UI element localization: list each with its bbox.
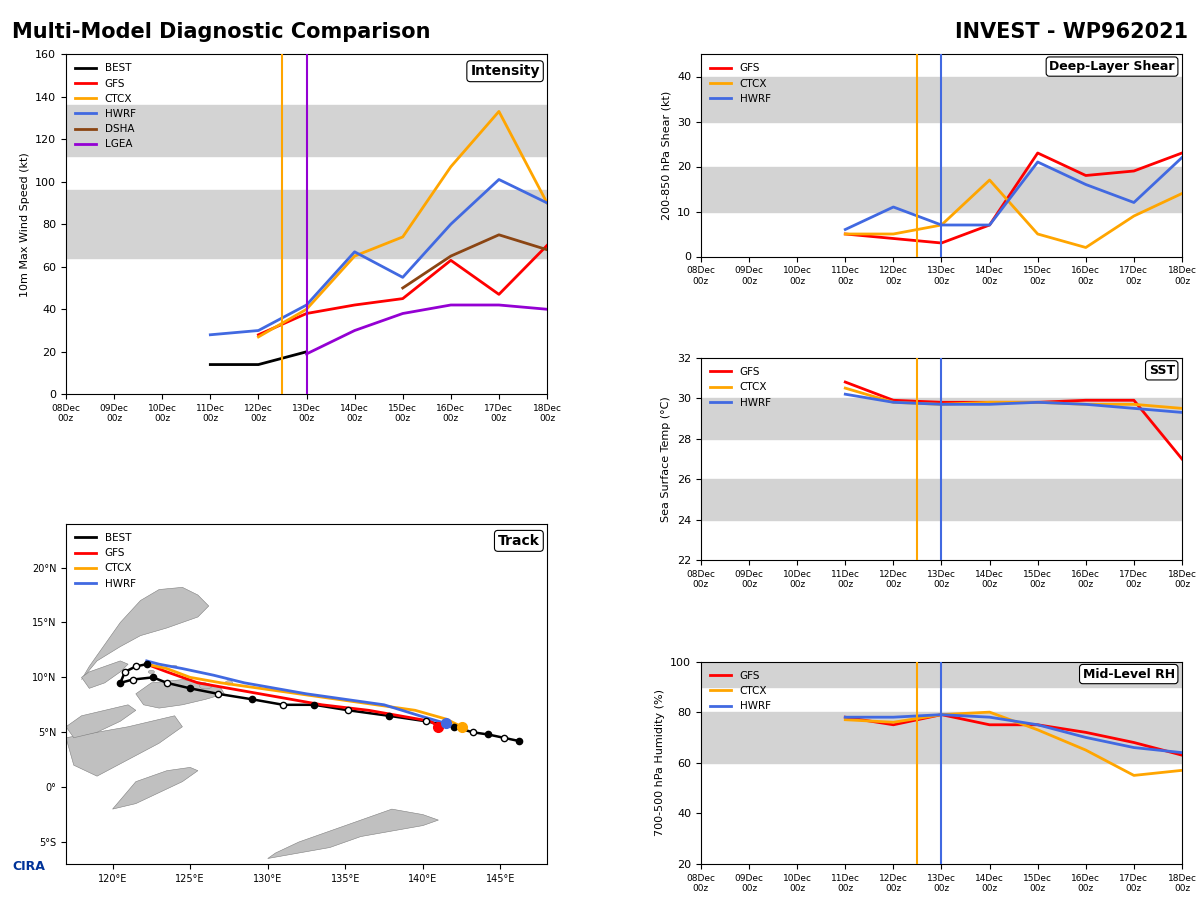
Bar bbox=[701, 76, 1182, 122]
Bar bbox=[701, 662, 1182, 687]
Polygon shape bbox=[82, 588, 209, 680]
Ellipse shape bbox=[173, 665, 176, 668]
Legend: GFS, CTCX, HWRF: GFS, CTCX, HWRF bbox=[706, 363, 775, 411]
Text: Intensity: Intensity bbox=[470, 64, 540, 78]
Text: Mid-Level RH: Mid-Level RH bbox=[1082, 668, 1175, 680]
Bar bbox=[701, 166, 1182, 212]
Ellipse shape bbox=[149, 670, 155, 673]
Polygon shape bbox=[113, 768, 198, 809]
Legend: BEST, GFS, CTCX, HWRF, DSHA, LGEA: BEST, GFS, CTCX, HWRF, DSHA, LGEA bbox=[71, 59, 139, 154]
Polygon shape bbox=[66, 716, 182, 776]
Text: Track: Track bbox=[498, 534, 540, 548]
Bar bbox=[701, 712, 1182, 763]
Y-axis label: 700-500 hPa Humidity (%): 700-500 hPa Humidity (%) bbox=[655, 689, 665, 836]
Polygon shape bbox=[66, 705, 136, 738]
Text: INVEST - WP962021: INVEST - WP962021 bbox=[955, 22, 1188, 42]
Text: CIRA: CIRA bbox=[12, 860, 44, 873]
Polygon shape bbox=[268, 809, 438, 859]
Ellipse shape bbox=[226, 680, 233, 685]
Text: Multi-Model Diagnostic Comparison: Multi-Model Diagnostic Comparison bbox=[12, 22, 431, 42]
Bar bbox=[701, 480, 1182, 520]
Text: SST: SST bbox=[1148, 364, 1175, 377]
Y-axis label: 200-850 hPa Shear (kt): 200-850 hPa Shear (kt) bbox=[661, 91, 672, 220]
Legend: GFS, CTCX, HWRF: GFS, CTCX, HWRF bbox=[706, 59, 775, 108]
Y-axis label: 10m Max Wind Speed (kt): 10m Max Wind Speed (kt) bbox=[19, 152, 30, 296]
Legend: BEST, GFS, CTCX, HWRF: BEST, GFS, CTCX, HWRF bbox=[71, 529, 139, 593]
Legend: GFS, CTCX, HWRF: GFS, CTCX, HWRF bbox=[706, 667, 775, 716]
Text: Deep-Layer Shear: Deep-Layer Shear bbox=[1049, 60, 1175, 73]
Ellipse shape bbox=[199, 683, 212, 688]
Y-axis label: Sea Surface Temp (°C): Sea Surface Temp (°C) bbox=[661, 396, 672, 522]
Bar bbox=[66, 190, 547, 258]
Bar bbox=[66, 105, 547, 156]
Polygon shape bbox=[82, 661, 128, 688]
Polygon shape bbox=[136, 680, 224, 708]
Bar bbox=[701, 398, 1182, 439]
